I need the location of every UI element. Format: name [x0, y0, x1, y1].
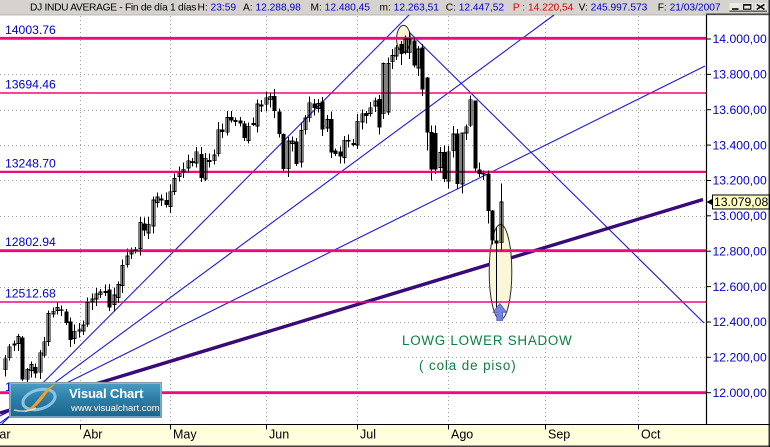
- svg-text:F: 21/03/2007: F: 21/03/2007: [658, 3, 721, 14]
- svg-text:12512.68: 12512.68: [5, 287, 56, 301]
- svg-text:12.800,00: 12.800,00: [713, 244, 767, 258]
- svg-text:Visual Chart: Visual Chart: [69, 386, 144, 401]
- svg-text:Jul: Jul: [360, 428, 376, 442]
- svg-text:C: 12.447,52: C: 12.447,52: [446, 3, 505, 14]
- svg-text:Mar: Mar: [0, 428, 11, 442]
- svg-text:12802.94: 12802.94: [5, 235, 56, 249]
- svg-text:13.400,00: 13.400,00: [713, 138, 767, 152]
- svg-text:M: 12.480,45: M: 12.480,45: [311, 3, 371, 14]
- svg-text:m: 12.263,51: m: 12.263,51: [380, 3, 440, 14]
- svg-text:LOWG LOWER SHADOW: LOWG LOWER SHADOW: [402, 333, 572, 348]
- svg-text:13.079,08: 13.079,08: [714, 195, 768, 209]
- svg-text:A: 12.288,98: A: 12.288,98: [243, 3, 301, 14]
- svg-text:13694.46: 13694.46: [5, 78, 56, 92]
- svg-text:Sep: Sep: [548, 428, 570, 442]
- svg-text:Ago: Ago: [451, 428, 473, 442]
- svg-text:12.400,00: 12.400,00: [713, 315, 767, 329]
- svg-text:H: 23:59: H: 23:59: [198, 3, 237, 14]
- svg-text:V: 245.997.573: V: 245.997.573: [579, 3, 648, 14]
- svg-text:( cola de piso): ( cola de piso): [419, 358, 517, 373]
- svg-text:12.600,00: 12.600,00: [713, 280, 767, 294]
- svg-text:12.000,00: 12.000,00: [713, 386, 767, 400]
- svg-text:Jun: Jun: [269, 428, 289, 442]
- svg-text:14.000,00: 14.000,00: [713, 32, 767, 46]
- svg-text:13248.70: 13248.70: [5, 156, 56, 170]
- svg-text:12.200,00: 12.200,00: [713, 351, 767, 365]
- svg-text:14003.76: 14003.76: [5, 23, 56, 37]
- svg-text:13.600,00: 13.600,00: [713, 103, 767, 117]
- svg-text:Abr: Abr: [83, 428, 102, 442]
- svg-text:Oct: Oct: [641, 428, 661, 442]
- svg-text:13.200,00: 13.200,00: [713, 174, 767, 188]
- svg-text:13.800,00: 13.800,00: [713, 68, 767, 82]
- svg-text:DJ INDU AVERAGE - Fin de día 1: DJ INDU AVERAGE - Fin de día 1 días: [30, 3, 196, 14]
- svg-text:13.000,00: 13.000,00: [713, 209, 767, 223]
- svg-text:May: May: [173, 428, 197, 442]
- svg-text:www.visualchart.com: www.visualchart.com: [70, 403, 160, 414]
- svg-text:P : 14.220,54: P : 14.220,54: [513, 3, 574, 14]
